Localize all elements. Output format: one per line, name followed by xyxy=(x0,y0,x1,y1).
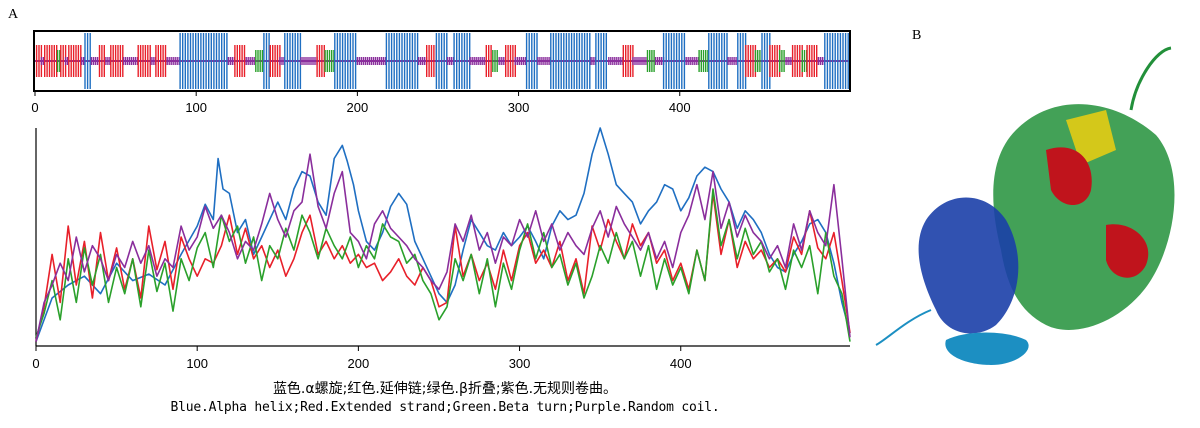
series-line-alpha-helix xyxy=(35,127,851,342)
panel-b-protein-structure xyxy=(875,46,1175,365)
ribbon-loop-top xyxy=(1129,46,1172,111)
panel-a-chart: 0 100 200 300 400 0 100 200 300 400 xyxy=(31,30,851,371)
ribbon-blue-domain xyxy=(918,197,1019,334)
track-x-axis: 0 100 200 300 400 xyxy=(31,91,691,115)
plot-tick-label: 0 xyxy=(32,356,39,371)
ribbon-yellow-sheet xyxy=(1066,110,1116,165)
panel-b-label: B xyxy=(912,28,922,43)
caption-english: Blue.Alpha helix;Red.Extended strand;Gre… xyxy=(170,400,720,415)
track-segments xyxy=(35,33,849,89)
plot-tick-label: 100 xyxy=(186,356,208,371)
track-tick-label: 400 xyxy=(669,100,691,115)
plot-tick-label: 200 xyxy=(348,356,370,371)
track-tick-label: 300 xyxy=(508,100,530,115)
protein-ribbon-image xyxy=(875,46,1175,365)
ribbon-loop-left xyxy=(875,309,932,346)
structure-track: 0 100 200 300 400 xyxy=(31,30,851,115)
probability-plot: 0 100 200 300 400 xyxy=(32,127,851,371)
series-line-beta-turn xyxy=(35,188,851,342)
plot-tick-label: 400 xyxy=(670,356,692,371)
ribbon-red-helices xyxy=(1046,147,1149,278)
ribbon-cyan-domain xyxy=(945,332,1029,365)
series-line-random-coil xyxy=(35,153,851,342)
caption-chinese: 蓝色.α螺旋;红色.延伸链;绿色.β折叠;紫色.无规则卷曲。 xyxy=(272,381,618,397)
track-tick-label: 100 xyxy=(185,100,207,115)
plot-x-ticks: 0 100 200 300 400 xyxy=(32,346,692,371)
track-tick-label: 0 xyxy=(31,100,38,115)
plot-series xyxy=(35,127,851,342)
plot-tick-label: 300 xyxy=(509,356,531,371)
panel-a-label: A xyxy=(8,7,19,22)
track-frame xyxy=(33,30,851,92)
track-tick-label: 200 xyxy=(347,100,369,115)
series-line-extended-strand xyxy=(35,192,851,342)
